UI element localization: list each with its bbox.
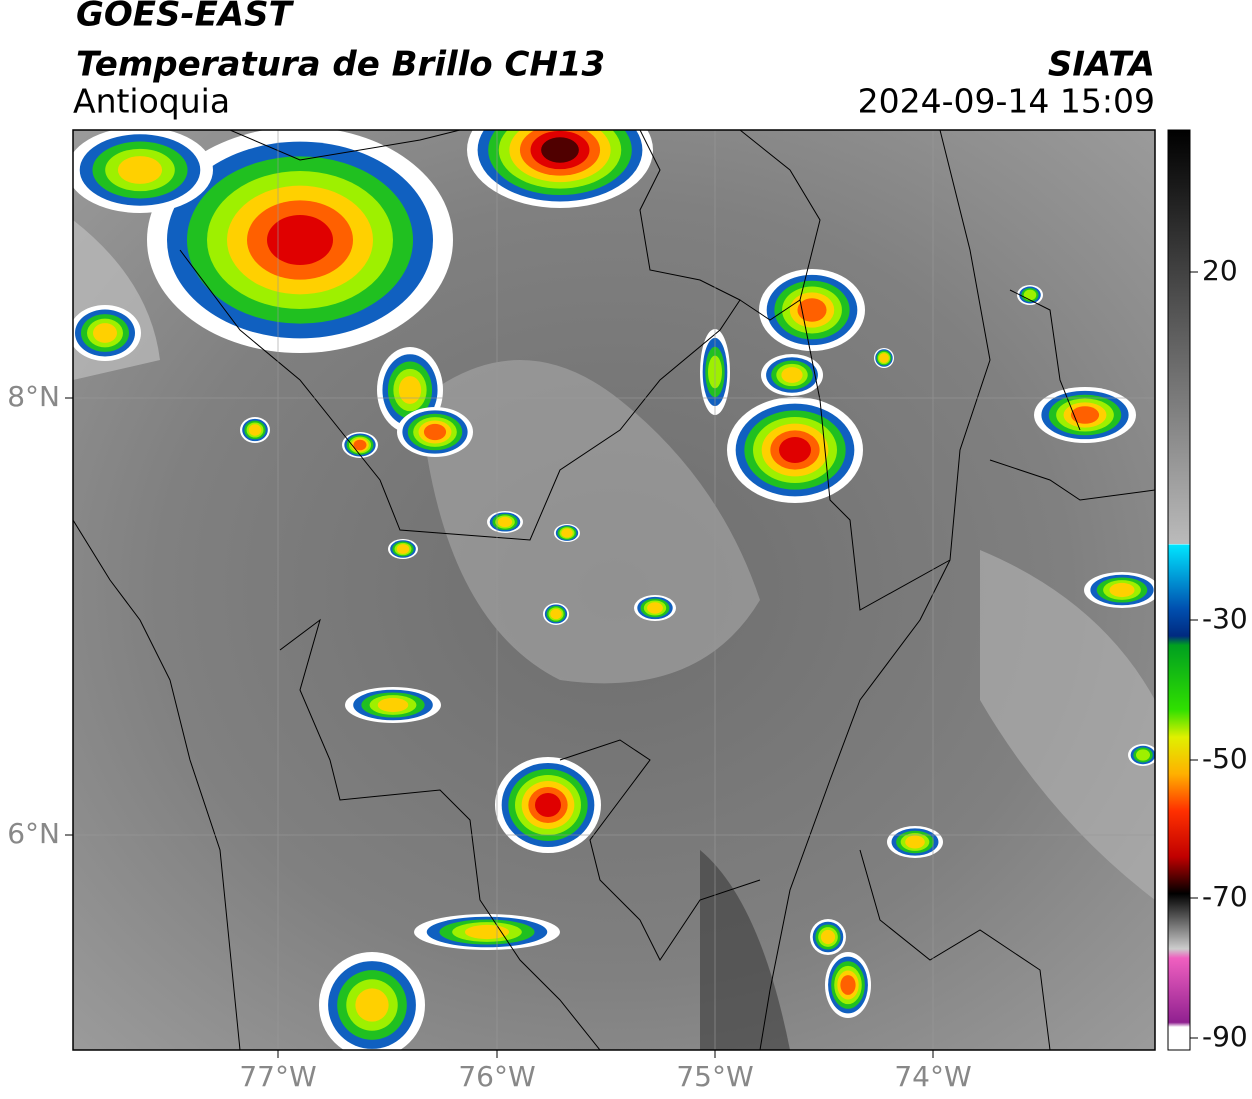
cloud-layer	[497, 516, 513, 528]
cloud-layer	[541, 137, 579, 163]
lon-label: 74°W	[894, 1060, 971, 1093]
coastline	[229, 130, 461, 161]
colorbar-label: -90	[1202, 1020, 1248, 1053]
lon-label: 77°W	[239, 1060, 316, 1093]
cloud-layer	[353, 439, 367, 451]
colorbar-label: -70	[1202, 880, 1248, 913]
boundary	[179, 130, 741, 541]
cloud-layer	[550, 608, 562, 620]
colorbar-label: -50	[1202, 742, 1248, 775]
cloud-layer	[879, 353, 889, 363]
satellite-title: GOES-EAST	[76, 0, 295, 35]
cloud-layer	[1109, 582, 1135, 598]
cloud-layer	[267, 215, 333, 265]
storm-cells	[73, 130, 1155, 1050]
cloud-layer	[1023, 289, 1037, 301]
boundary	[279, 618, 601, 1050]
cloud-layer	[561, 528, 573, 538]
colorbar-label: 20	[1202, 254, 1238, 287]
timestamp-label: 2024-09-14 15:09	[858, 82, 1155, 121]
cloud-layer	[93, 323, 117, 343]
cloud-layer	[820, 929, 836, 945]
cloud-layer	[396, 544, 410, 554]
cloud-layer	[398, 376, 422, 404]
graticule	[73, 130, 1155, 1050]
cloud-layer	[779, 437, 811, 463]
cloud-layer	[647, 602, 663, 614]
cloud-layer	[377, 697, 409, 713]
lat-label: 6°N	[7, 817, 60, 850]
colorbar	[1167, 129, 1191, 1051]
boundary	[799, 130, 991, 611]
region-label: Antioquia	[73, 82, 230, 121]
cloud-layer	[781, 367, 803, 383]
organization-label: SIATA	[1048, 45, 1155, 85]
cloud-layer	[840, 975, 856, 995]
lon-label: 75°W	[676, 1060, 753, 1093]
cloud-layer	[1136, 749, 1150, 761]
colorbar-label: -30	[1202, 602, 1248, 635]
map-frame	[72, 129, 1156, 1051]
lat-label: 8°N	[7, 380, 60, 413]
cloud-layer	[248, 424, 262, 436]
lon-label: 76°W	[458, 1060, 535, 1093]
borders	[73, 130, 1155, 1050]
cloud-layer	[1070, 406, 1100, 424]
map-area	[73, 130, 1155, 1050]
cloud-layer	[117, 156, 163, 184]
product-title: Temperatura de Brillo CH13	[76, 45, 605, 85]
cloud-layer	[355, 988, 389, 1022]
coastline	[73, 519, 241, 1050]
labels: 77°W 76°W 75°W 74°W 8°N 6°N 20 -30 -50 -70 -90	[7, 254, 1248, 1093]
cloud-layer	[423, 423, 447, 441]
boundary	[559, 739, 761, 961]
boundary	[859, 849, 1051, 1050]
boundary	[739, 130, 821, 321]
cold-valley	[700, 850, 790, 1050]
cloud-layer	[905, 835, 925, 849]
boundary	[759, 559, 951, 1050]
cloud-layer	[797, 298, 827, 322]
boundary	[989, 459, 1155, 501]
cloud-layer	[464, 924, 510, 940]
cloud-layer	[535, 793, 561, 817]
boundary	[1009, 289, 1081, 431]
cloud-haze	[420, 360, 760, 684]
cloud-haze	[980, 550, 1155, 900]
